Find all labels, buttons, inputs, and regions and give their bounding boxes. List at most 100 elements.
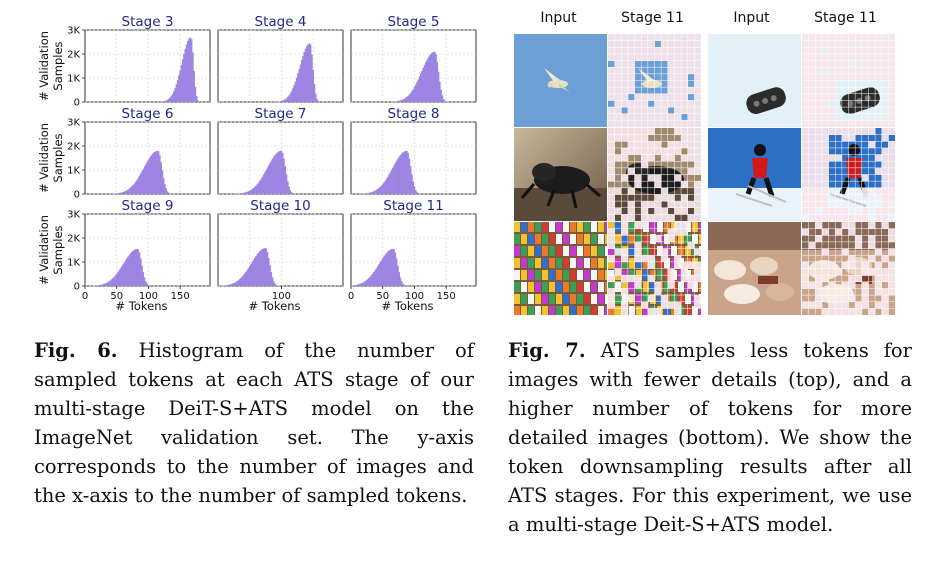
hist-bar (118, 270, 121, 286)
hist-bar (134, 249, 137, 286)
hist-bar (285, 174, 288, 194)
hist-bar (137, 249, 140, 286)
figure-6-caption: Fig. 6. Histogram of the number of sampl… (34, 336, 474, 510)
hist-bar (394, 101, 397, 102)
image-store-input (514, 222, 607, 315)
x-tick-label: 150 (437, 291, 456, 302)
col-header-input-1: Input (540, 10, 577, 26)
hist-bar (367, 192, 370, 194)
hist-bar (370, 275, 373, 286)
hist-bar (431, 52, 434, 102)
hist-bar (133, 249, 136, 286)
hist-bar (419, 73, 422, 102)
hist-bar (161, 170, 164, 194)
hist-bar (425, 62, 427, 102)
hist-bar (278, 151, 280, 194)
hist-bar (407, 152, 409, 194)
hist-bar (104, 283, 107, 286)
hist-bar (388, 250, 390, 286)
hist-bar (399, 277, 402, 286)
hist-bar (178, 75, 180, 102)
hist-bar (236, 281, 238, 286)
hist-bar (261, 176, 264, 194)
hist-bar (397, 265, 399, 286)
hist-bar (197, 100, 199, 102)
figure-7-caption: Fig. 7. ATS samples less tokens for imag… (508, 336, 912, 539)
hist-bar (248, 265, 251, 286)
hist-bar (385, 178, 388, 194)
hist-bar (165, 188, 168, 194)
hist-bar (283, 158, 285, 194)
hist-bar (390, 249, 393, 286)
hist-bar (409, 92, 412, 102)
hist-bar (432, 51, 435, 102)
hist-bar (265, 169, 268, 194)
hist-bar (441, 95, 444, 102)
hist-bar (145, 281, 147, 286)
hist-bar (131, 186, 133, 194)
image-store-sampled (608, 222, 701, 315)
hist-bar (186, 41, 189, 102)
hist-bar (122, 192, 124, 194)
y-axis-label-line2: Samples (51, 41, 65, 90)
hist-bar (395, 160, 398, 194)
image-beetle-input (514, 128, 607, 221)
hist-bar (128, 188, 131, 194)
hist-bar (126, 258, 128, 286)
hist-bar (241, 276, 243, 286)
hist-bar (100, 284, 103, 286)
image-skier-sampled (802, 128, 895, 221)
hist-bar (408, 94, 411, 102)
x-tick-label: 150 (171, 291, 190, 302)
hist-bar (127, 256, 129, 286)
hist-bar (132, 184, 135, 194)
hist-frame-3 (84, 29, 211, 103)
hist-bar (283, 99, 285, 102)
hist-bar (378, 264, 380, 286)
hist-title-4: Stage 4 (255, 14, 307, 30)
hist-bar (384, 254, 387, 286)
hist-bar (366, 279, 369, 286)
hist-bar (369, 192, 371, 194)
hist-bar (394, 162, 397, 194)
hist-bar (288, 186, 290, 194)
hist-bar (136, 179, 138, 194)
hist-bar (123, 262, 126, 286)
hist-bar (121, 266, 123, 286)
hist-bar (417, 193, 420, 194)
hist-bar (103, 283, 105, 286)
hist-bar (276, 152, 279, 194)
hist-bar (388, 174, 390, 194)
hist-bar (118, 193, 121, 194)
hist-bar (387, 176, 389, 194)
hist-bar (238, 193, 241, 194)
hist-bar (99, 284, 102, 286)
hist-bar (117, 193, 119, 194)
hist-bar (416, 192, 418, 194)
hist-bar (394, 252, 397, 286)
hist-bar (170, 95, 173, 102)
hist-bar (167, 192, 170, 194)
hist-bar (134, 181, 137, 194)
hist-bar (400, 153, 403, 194)
hist-bar (234, 282, 237, 286)
hist-bar (302, 55, 304, 102)
hist-bar (280, 150, 283, 194)
hist-bar (444, 100, 446, 102)
hist-bar (367, 278, 370, 286)
hist-bar (260, 178, 262, 194)
hist-bar (242, 275, 245, 286)
hist-bar (398, 156, 401, 194)
y-tick-label: 1K (67, 166, 80, 177)
hist-bar (240, 193, 242, 194)
hist-bar (402, 152, 404, 194)
hist-bar (229, 284, 232, 286)
hist-bar (414, 84, 417, 102)
hist-bar (433, 51, 436, 102)
hist-bar (395, 101, 398, 102)
hist-bar (136, 248, 138, 286)
hist-title-3: Stage 3 (122, 14, 174, 30)
y-tick-label: 0 (74, 190, 80, 201)
hist-bar (395, 258, 398, 286)
hist-bar (269, 265, 271, 286)
